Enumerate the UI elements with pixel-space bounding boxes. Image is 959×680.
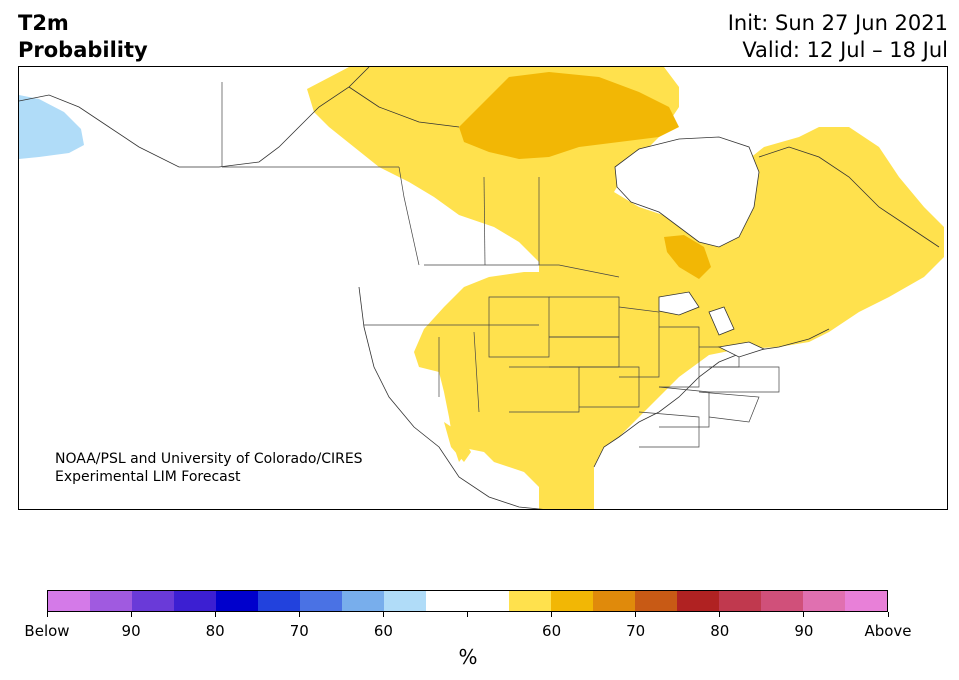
colorbar-segment xyxy=(215,591,258,611)
colorbar-tick-label: Below xyxy=(24,622,70,640)
below-normal-area-alaska xyxy=(19,95,84,159)
above-normal-area-60 xyxy=(307,67,944,509)
colorbar-tick-label: 80 xyxy=(205,622,225,640)
colorbar-unit: % xyxy=(458,645,478,669)
colorbar-tick xyxy=(214,612,216,617)
colorbar-tick-label: 90 xyxy=(121,622,141,640)
probability-map xyxy=(19,67,944,509)
colorbar-tick-label: 80 xyxy=(710,622,730,640)
colorbar-segment xyxy=(509,591,552,611)
colorbar-tick xyxy=(803,612,805,617)
colorbar-segment xyxy=(425,591,468,611)
colorbar-tick-label: Above xyxy=(864,622,912,640)
colorbar-segment xyxy=(89,591,132,611)
map-panel xyxy=(18,66,948,510)
colorbar xyxy=(47,590,888,612)
init-date: Init: Sun 27 Jun 2021 xyxy=(727,11,948,35)
colorbar-tick xyxy=(719,612,721,617)
colorbar-tick xyxy=(887,612,889,617)
credit-line-1: NOAA/PSL and University of Colorado/CIRE… xyxy=(55,451,363,467)
colorbar-segment xyxy=(131,591,174,611)
colorbar-segment xyxy=(635,591,678,611)
hudson-bay xyxy=(615,137,759,247)
above-normal-area-70-north xyxy=(459,72,679,159)
colorbar-segment xyxy=(299,591,342,611)
colorbar-tick-label: 60 xyxy=(542,622,562,640)
colorbar-segment xyxy=(761,591,804,611)
colorbar-tick-label: 90 xyxy=(794,622,814,640)
credit-line-2: Experimental LIM Forecast xyxy=(55,469,241,485)
colorbar-segment xyxy=(467,591,510,611)
colorbar-segment xyxy=(719,591,762,611)
colorbar-tick xyxy=(635,612,637,617)
colorbar-segment xyxy=(593,591,636,611)
colorbar-tick-label: 60 xyxy=(373,622,393,640)
above-normal-area-70-ontario xyxy=(664,235,711,279)
colorbar-segment xyxy=(257,591,300,611)
great-lakes xyxy=(658,291,766,358)
map-title: T2m Probability xyxy=(18,10,148,64)
title-line-2: Probability xyxy=(18,38,148,62)
colorbar-tick xyxy=(46,612,48,617)
colorbar-segment xyxy=(341,591,384,611)
credit-text: NOAA/PSL and University of Colorado/CIRE… xyxy=(55,450,363,486)
colorbar-segment xyxy=(677,591,720,611)
colorbar-segment xyxy=(803,591,846,611)
colorbar-segment xyxy=(173,591,216,611)
colorbar-tick xyxy=(130,612,132,617)
colorbar-segment xyxy=(845,591,888,611)
above-normal-area-baja xyxy=(444,422,471,462)
colorbar-segment xyxy=(383,591,426,611)
forecast-dates: Init: Sun 27 Jun 2021 Valid: 12 Jul – 18… xyxy=(728,10,948,64)
colorbar-tick xyxy=(551,612,553,617)
colorbar-tick-label: 70 xyxy=(289,622,309,640)
colorbar-tick xyxy=(382,612,384,617)
colorbar-segment xyxy=(551,591,594,611)
colorbar-tick xyxy=(467,612,468,617)
colorbar-tick-label: 70 xyxy=(626,622,646,640)
valid-range: Valid: 12 Jul – 18 Jul xyxy=(742,38,948,62)
colorbar-segment xyxy=(48,591,90,611)
title-line-1: T2m xyxy=(18,11,69,35)
colorbar-tick xyxy=(298,612,300,617)
